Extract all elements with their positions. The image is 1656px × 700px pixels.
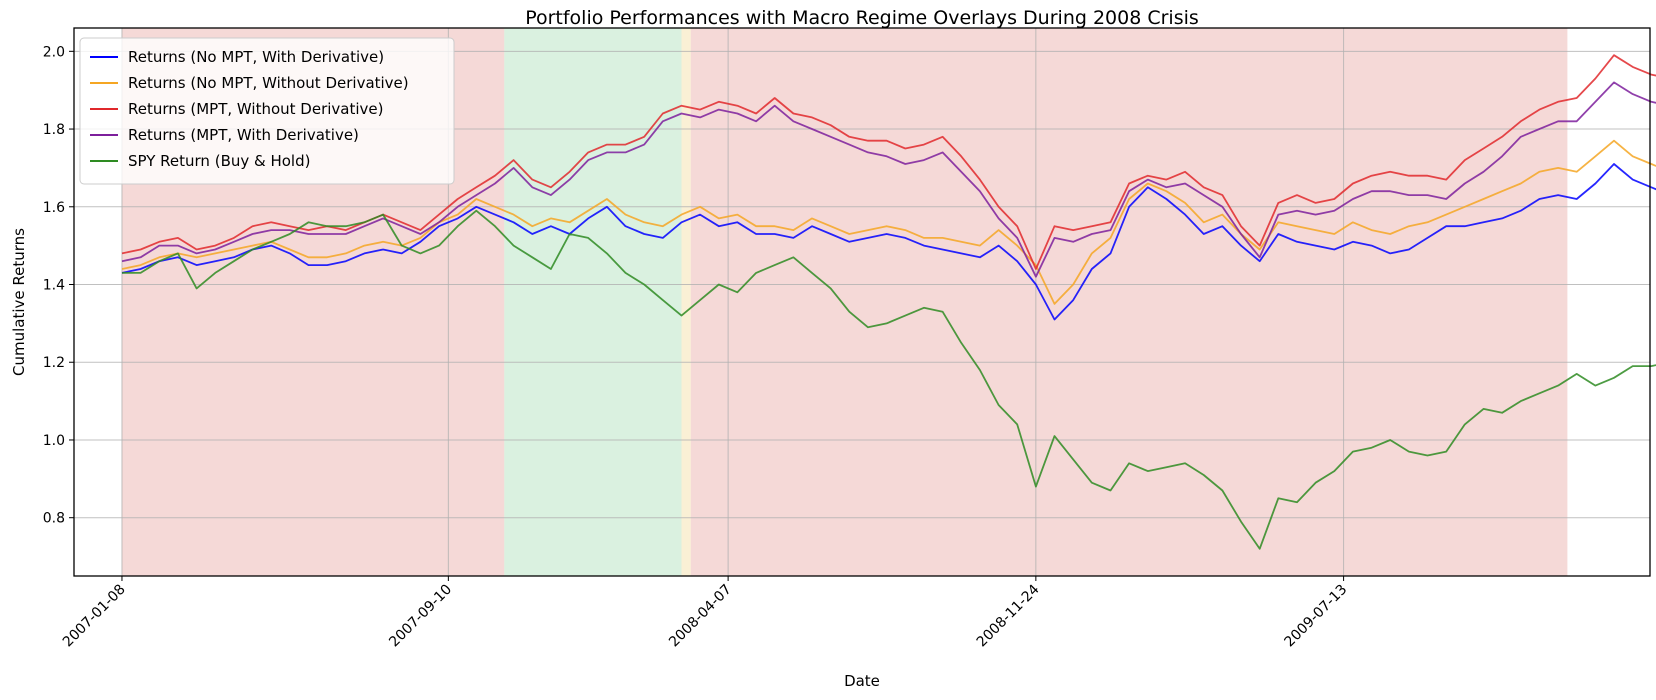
legend-label-4: SPY Return (Buy & Hold) — [128, 152, 310, 170]
legend: Returns (No MPT, With Derivative) Returns… — [79, 37, 455, 185]
regime-band-2 — [681, 28, 691, 576]
regime-band-3 — [690, 28, 1568, 576]
legend-box — [79, 37, 455, 185]
series-line-0 — [121, 163, 1656, 321]
x-tick-label: 2009-07-13 — [1282, 582, 1351, 651]
regime-band-1 — [504, 28, 682, 576]
y-tick-label: 1.2 — [43, 355, 65, 371]
y-tick-label: 1.6 — [43, 200, 65, 216]
y-axis-ticks: 0.8 1.0 1.2 1.4 1.6 1.8 2.0 — [43, 44, 74, 527]
y-axis-label: Cumulative Returns — [10, 228, 28, 376]
y-tick-label: 2.0 — [43, 44, 65, 60]
series-lines — [121, 54, 1656, 550]
x-tick-label: 2008-04-07 — [666, 582, 735, 651]
x-tick-label: 2007-01-08 — [60, 582, 129, 651]
legend-label-2: Returns (MPT, Without Derivative) — [128, 100, 383, 118]
x-axis-ticks: 2007-01-08 2007-09-10 2008-04-07 2008-11-24… — [60, 576, 1350, 650]
x-axis-label: Date — [844, 672, 880, 690]
series-line-1 — [121, 139, 1656, 305]
plot-frame — [73, 27, 1651, 577]
legend-label-0: Returns (No MPT, With Derivative) — [128, 48, 384, 66]
legend-label-3: Returns (MPT, With Derivative) — [128, 126, 359, 144]
y-tick-label: 0.8 — [43, 511, 65, 527]
x-tick-label: 2007-09-10 — [386, 582, 455, 651]
chart-title: Portfolio Performances with Macro Regime… — [525, 7, 1199, 29]
y-tick-label: 1.8 — [43, 122, 65, 138]
x-tick-label: 2008-11-24 — [974, 581, 1043, 650]
y-tick-label: 1.0 — [43, 433, 65, 449]
y-tick-label: 1.4 — [43, 278, 65, 294]
series-line-4 — [122, 209, 1656, 550]
series-line-3 — [121, 81, 1656, 278]
legend-label-1: Returns (No MPT, Without Derivative) — [128, 74, 409, 92]
